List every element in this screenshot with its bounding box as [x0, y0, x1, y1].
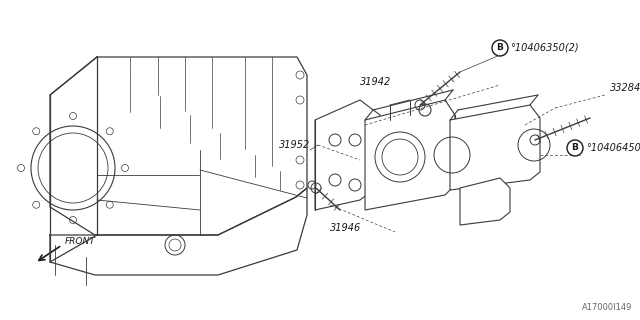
Text: °10406450(2): °10406450(2)	[586, 143, 640, 153]
Polygon shape	[315, 100, 380, 210]
Text: °10406350(2): °10406350(2)	[510, 43, 579, 53]
Polygon shape	[365, 100, 455, 210]
Text: 31942: 31942	[360, 77, 391, 87]
Circle shape	[492, 40, 508, 56]
Text: B: B	[572, 143, 579, 153]
Text: 31946: 31946	[330, 223, 361, 233]
Text: FRONT: FRONT	[65, 237, 96, 246]
Text: 31952: 31952	[279, 140, 310, 150]
Text: B: B	[497, 44, 504, 52]
Circle shape	[567, 140, 583, 156]
Text: 33284: 33284	[610, 83, 640, 93]
Polygon shape	[460, 178, 510, 225]
Text: A17000I149: A17000I149	[582, 303, 632, 312]
Polygon shape	[450, 105, 540, 190]
